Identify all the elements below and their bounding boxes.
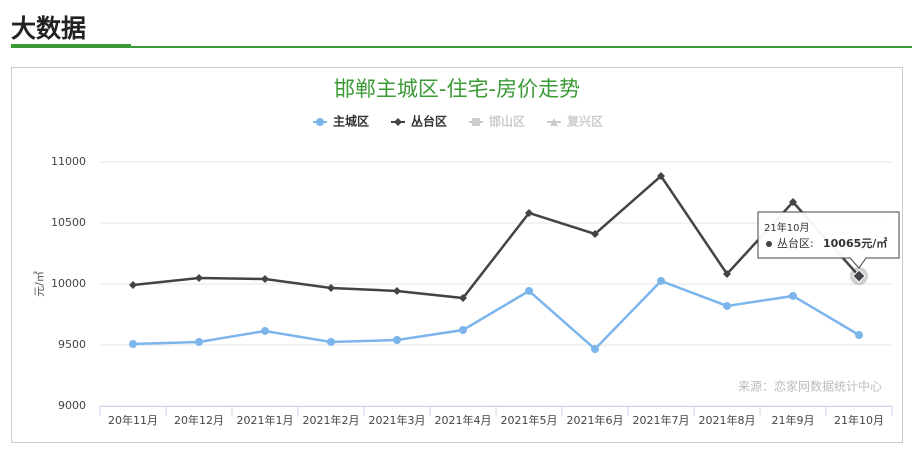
hover-point	[852, 269, 866, 283]
data-point	[789, 198, 797, 207]
legend-marker	[472, 118, 480, 126]
y-tick-label: 10500	[51, 216, 86, 229]
data-point	[591, 345, 599, 354]
series-line	[132, 174, 860, 300]
data-point	[723, 269, 731, 278]
data-point	[723, 301, 731, 310]
y-axis-label: 元/㎡	[33, 271, 46, 297]
page-title: 大数据	[11, 14, 86, 43]
x-tick-label: 21年10月	[834, 413, 884, 427]
chart-frame	[11, 67, 903, 443]
data-point	[855, 330, 863, 339]
data-point	[261, 326, 269, 335]
y-tick-label: 11000	[51, 155, 86, 168]
series-line	[132, 279, 860, 351]
x-tick-label: 2021年2月	[303, 413, 360, 427]
source-note: 来源：恋家网数据统计中心	[738, 379, 882, 394]
data-point	[657, 172, 665, 181]
title-underline-accent	[11, 44, 131, 48]
tooltip-value: 10065元/㎡	[823, 236, 887, 250]
chart-title: 邯郸主城区-住宅-房价走势	[334, 77, 580, 101]
x-tick-label: 20年11月	[108, 413, 158, 427]
x-tick-label: 2021年6月	[567, 413, 624, 427]
x-tick-label: 2021年8月	[699, 413, 756, 427]
legend-label[interactable]: 复兴区	[566, 114, 603, 129]
y-tick-label: 9000	[58, 399, 86, 412]
data-point	[789, 291, 797, 300]
data-point	[393, 286, 401, 295]
tooltip-title: 21年10月	[764, 221, 809, 234]
data-point	[525, 286, 533, 295]
legend-label[interactable]: 丛台区	[411, 114, 447, 129]
data-point	[591, 229, 599, 238]
x-tick-label: 2021年7月	[633, 413, 690, 427]
data-point	[459, 325, 467, 334]
title-underline	[11, 46, 912, 48]
legend-marker	[316, 118, 324, 126]
data-point	[195, 274, 203, 283]
data-point	[129, 340, 137, 349]
data-point	[327, 337, 335, 346]
x-tick-label: 20年12月	[174, 413, 224, 427]
y-tick-label: 10000	[51, 277, 86, 290]
legend-marker	[394, 118, 402, 126]
legend-marker	[550, 118, 558, 126]
x-tick-label: 2021年4月	[435, 413, 492, 427]
legend-label[interactable]: 主城区	[333, 114, 369, 129]
data-point	[129, 280, 137, 289]
x-tick-label: 2021年5月	[501, 413, 558, 427]
tooltip-series: 丛台区:	[777, 236, 814, 250]
data-point	[525, 208, 533, 217]
tooltip-dot	[766, 241, 772, 247]
data-point	[195, 337, 203, 346]
data-point	[657, 276, 665, 285]
x-tick-label: 2021年1月	[237, 413, 294, 427]
x-tick-label: 21年9月	[772, 413, 815, 427]
legend-label[interactable]: 邯山区	[489, 114, 525, 129]
data-point	[393, 335, 401, 344]
data-point	[459, 294, 467, 303]
data-point	[327, 284, 335, 293]
data-point	[261, 274, 269, 283]
y-tick-label: 9500	[58, 338, 86, 351]
tooltip-box	[757, 211, 900, 269]
x-tick-label: 2021年3月	[369, 413, 426, 427]
